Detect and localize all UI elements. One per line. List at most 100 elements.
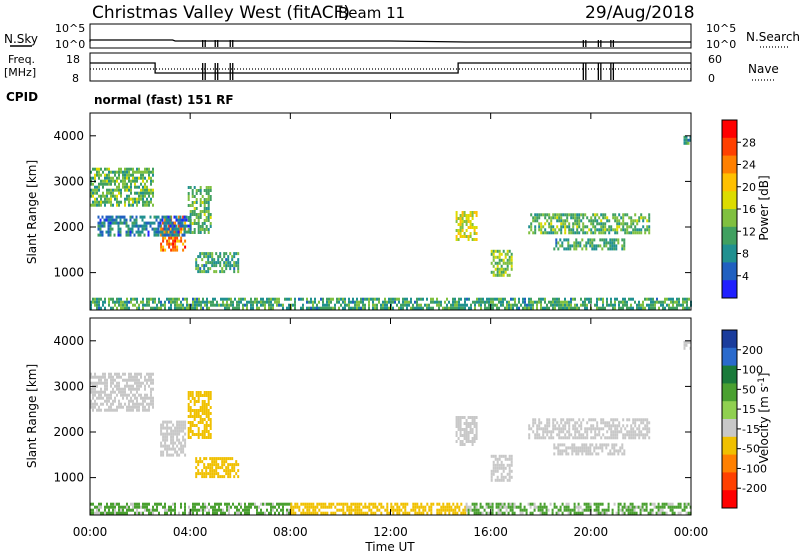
data-cell — [574, 222, 577, 226]
data-cell — [502, 270, 505, 274]
data-cell — [207, 472, 210, 476]
data-cell — [459, 428, 462, 431]
data-cell — [148, 167, 150, 171]
data-cell — [117, 230, 120, 234]
data-cell — [110, 297, 112, 301]
colorbar-swatch — [722, 472, 737, 491]
data-cell — [366, 297, 368, 301]
colorbar-tick-label: 50 — [742, 383, 756, 396]
data-cell — [586, 306, 588, 310]
data-cell — [461, 428, 464, 431]
data-cell — [107, 218, 110, 222]
data-cell — [594, 427, 597, 431]
y-tick-label: 2000 — [53, 425, 84, 439]
data-cell — [467, 508, 470, 512]
data-cell — [138, 384, 140, 388]
data-cell — [529, 502, 532, 506]
data-cell — [170, 511, 172, 515]
data-cell — [191, 231, 194, 234]
data-cell — [536, 436, 539, 440]
data-cell — [564, 222, 567, 226]
data-cell — [490, 472, 493, 476]
data-cell — [207, 219, 210, 222]
data-cell — [126, 502, 128, 506]
data-cell — [178, 426, 181, 430]
data-cell — [152, 179, 154, 183]
data-cell — [580, 297, 582, 301]
data-cell — [473, 440, 476, 443]
data-cell — [384, 508, 387, 512]
data-cell — [564, 225, 567, 229]
data-cell — [179, 215, 182, 219]
data-cell — [187, 186, 190, 189]
data-cell — [126, 297, 128, 301]
data-cell — [96, 191, 98, 195]
data-cell — [168, 297, 170, 301]
data-cell — [202, 502, 204, 506]
data-cell — [504, 252, 507, 256]
data-cell — [189, 391, 192, 394]
data-cell — [258, 300, 260, 304]
data-cell — [424, 303, 426, 307]
data-cell — [180, 505, 182, 509]
data-cell — [597, 505, 600, 509]
data-cell — [641, 508, 644, 512]
data-cell — [182, 215, 185, 219]
data-cell — [469, 425, 472, 428]
data-cell — [544, 306, 546, 310]
data-cell — [192, 306, 194, 310]
data-cell — [156, 502, 158, 506]
data-cell — [579, 511, 582, 515]
data-cell — [229, 457, 232, 461]
data-cell — [110, 505, 112, 509]
data-cell — [90, 170, 92, 174]
data-cell — [560, 219, 563, 223]
data-cell — [550, 228, 553, 232]
data-cell — [596, 222, 599, 226]
data-cell — [595, 502, 598, 506]
data-cell — [446, 505, 449, 509]
data-cell — [350, 502, 353, 506]
data-cell — [465, 508, 468, 512]
data-cell — [600, 427, 603, 431]
data-cell — [582, 436, 585, 440]
data-cell — [350, 508, 353, 512]
data-cell — [176, 297, 178, 301]
data-cell — [455, 229, 458, 232]
data-cell — [117, 233, 120, 237]
data-cell — [552, 421, 555, 425]
data-cell — [197, 430, 200, 433]
data-cell — [223, 475, 226, 479]
data-cell — [470, 306, 472, 310]
data-cell — [388, 306, 390, 310]
data-cell — [128, 372, 130, 376]
data-cell — [141, 230, 144, 234]
data-cell — [193, 403, 196, 406]
data-cell — [360, 502, 363, 506]
data-cell — [170, 242, 173, 246]
data-cell — [144, 408, 146, 412]
data-cell — [522, 300, 524, 304]
data-cell — [621, 443, 624, 447]
data-cell — [126, 393, 128, 397]
data-cell — [142, 173, 144, 177]
data-cell — [398, 306, 400, 310]
data-cell — [503, 502, 506, 506]
data-cell — [374, 297, 376, 301]
data-cell — [575, 247, 578, 251]
data-cell — [672, 306, 674, 310]
data-cell — [465, 428, 468, 431]
data-cell — [629, 508, 632, 512]
data-cell — [104, 297, 106, 301]
data-cell — [223, 469, 226, 473]
data-cell — [207, 228, 210, 231]
data-cell — [199, 231, 202, 234]
data-cell — [197, 460, 200, 464]
data-cell — [456, 306, 458, 310]
data-cell — [124, 182, 126, 186]
data-cell — [348, 306, 350, 310]
data-cell — [594, 228, 597, 232]
data-cell — [576, 213, 579, 217]
data-cell — [219, 270, 222, 274]
data-cell — [274, 297, 276, 301]
